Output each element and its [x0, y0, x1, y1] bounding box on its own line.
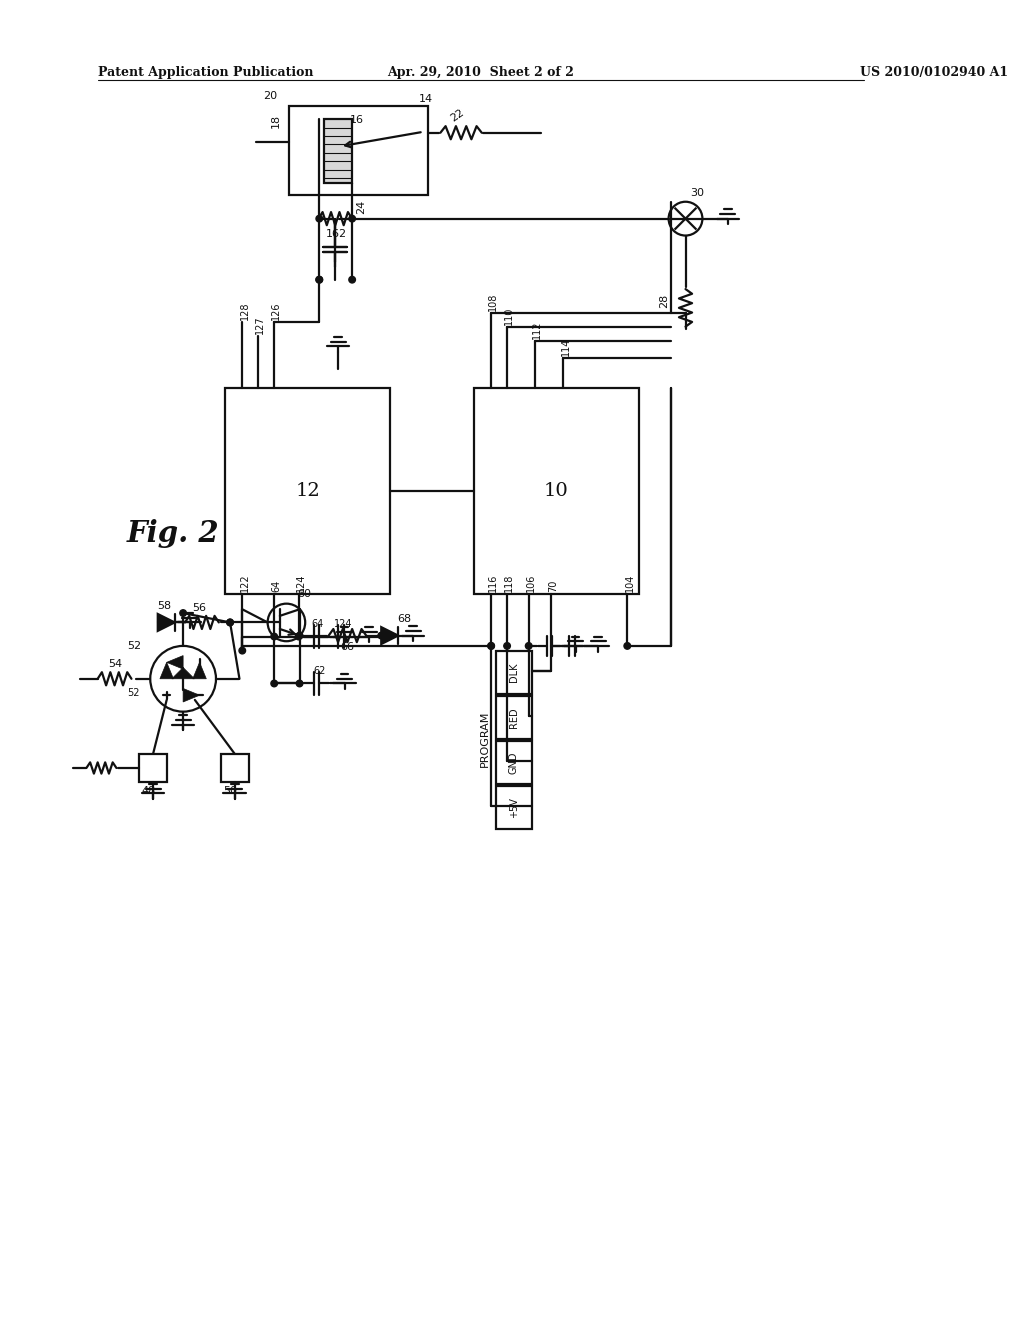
Text: 54: 54	[108, 660, 122, 669]
Text: 112: 112	[532, 321, 543, 339]
Circle shape	[316, 276, 323, 282]
Bar	[139, 754, 167, 781]
Text: 58: 58	[157, 601, 171, 611]
Polygon shape	[158, 614, 175, 631]
Text: 24: 24	[356, 199, 366, 214]
Text: Patent Application Publication: Patent Application Publication	[97, 66, 313, 79]
Circle shape	[296, 680, 303, 686]
Text: 20: 20	[263, 91, 278, 102]
Text: 122: 122	[240, 574, 250, 593]
Text: 62: 62	[313, 667, 326, 676]
Text: 127: 127	[255, 315, 265, 334]
Text: 18: 18	[270, 114, 281, 128]
Polygon shape	[183, 689, 200, 702]
Circle shape	[487, 643, 495, 649]
Bar	[324, 119, 352, 183]
Text: 12: 12	[295, 482, 319, 500]
Text: 104: 104	[625, 574, 635, 593]
Bar	[496, 696, 531, 739]
Circle shape	[295, 634, 302, 640]
Circle shape	[316, 276, 323, 282]
Text: 56: 56	[193, 603, 207, 612]
Circle shape	[180, 610, 186, 616]
Bar	[225, 388, 390, 594]
Text: 116: 116	[488, 574, 499, 593]
Text: 64: 64	[311, 619, 324, 630]
Text: 110: 110	[504, 306, 514, 325]
Polygon shape	[160, 663, 173, 678]
Text: 70: 70	[549, 579, 558, 593]
Text: US 2010/0102940 A1: US 2010/0102940 A1	[860, 66, 1009, 79]
Bar	[496, 741, 531, 784]
Text: 50: 50	[223, 787, 238, 796]
Text: 128: 128	[240, 301, 250, 319]
Text: 118: 118	[504, 574, 514, 593]
Circle shape	[504, 643, 510, 649]
Text: RED: RED	[509, 708, 519, 727]
Circle shape	[226, 619, 233, 626]
Text: 66: 66	[340, 643, 354, 652]
Circle shape	[271, 680, 278, 686]
Polygon shape	[381, 627, 398, 644]
Text: 162: 162	[326, 230, 347, 239]
Circle shape	[239, 647, 246, 653]
Text: 52: 52	[127, 640, 141, 651]
Polygon shape	[193, 663, 206, 678]
Text: 14: 14	[419, 94, 433, 104]
Text: 124: 124	[334, 619, 353, 630]
Text: 16: 16	[350, 115, 365, 124]
Circle shape	[487, 643, 495, 649]
Polygon shape	[172, 668, 195, 678]
Text: 48: 48	[141, 787, 156, 796]
Circle shape	[349, 276, 355, 282]
Text: 22: 22	[449, 107, 466, 123]
Text: 10: 10	[544, 482, 568, 500]
Text: 64: 64	[271, 579, 282, 593]
Bar	[496, 785, 531, 829]
Text: 60: 60	[298, 589, 311, 599]
Bar	[474, 388, 639, 594]
Text: Fig. 2: Fig. 2	[127, 519, 219, 548]
Text: 108: 108	[488, 292, 499, 310]
Text: +5V: +5V	[509, 797, 519, 818]
Text: 114: 114	[560, 338, 570, 356]
Bar	[496, 651, 531, 694]
Polygon shape	[167, 656, 183, 669]
Circle shape	[378, 632, 385, 639]
Text: 28: 28	[659, 293, 670, 308]
Text: 126: 126	[271, 301, 282, 319]
Circle shape	[624, 643, 631, 649]
Text: Apr. 29, 2010  Sheet 2 of 2: Apr. 29, 2010 Sheet 2 of 2	[387, 66, 574, 79]
Circle shape	[296, 632, 303, 639]
Circle shape	[316, 215, 323, 222]
Text: DLK: DLK	[509, 663, 519, 682]
Text: 106: 106	[526, 574, 536, 593]
Circle shape	[271, 634, 278, 640]
Text: 30: 30	[690, 187, 705, 198]
Text: 124: 124	[296, 574, 306, 593]
Bar	[289, 106, 428, 195]
Text: GND: GND	[509, 751, 519, 774]
Circle shape	[226, 619, 233, 626]
Circle shape	[349, 215, 355, 222]
Circle shape	[525, 643, 532, 649]
Text: 68: 68	[397, 614, 412, 624]
Bar	[221, 754, 249, 781]
Text: 52: 52	[127, 688, 139, 697]
Text: PROGRAM: PROGRAM	[479, 710, 489, 767]
